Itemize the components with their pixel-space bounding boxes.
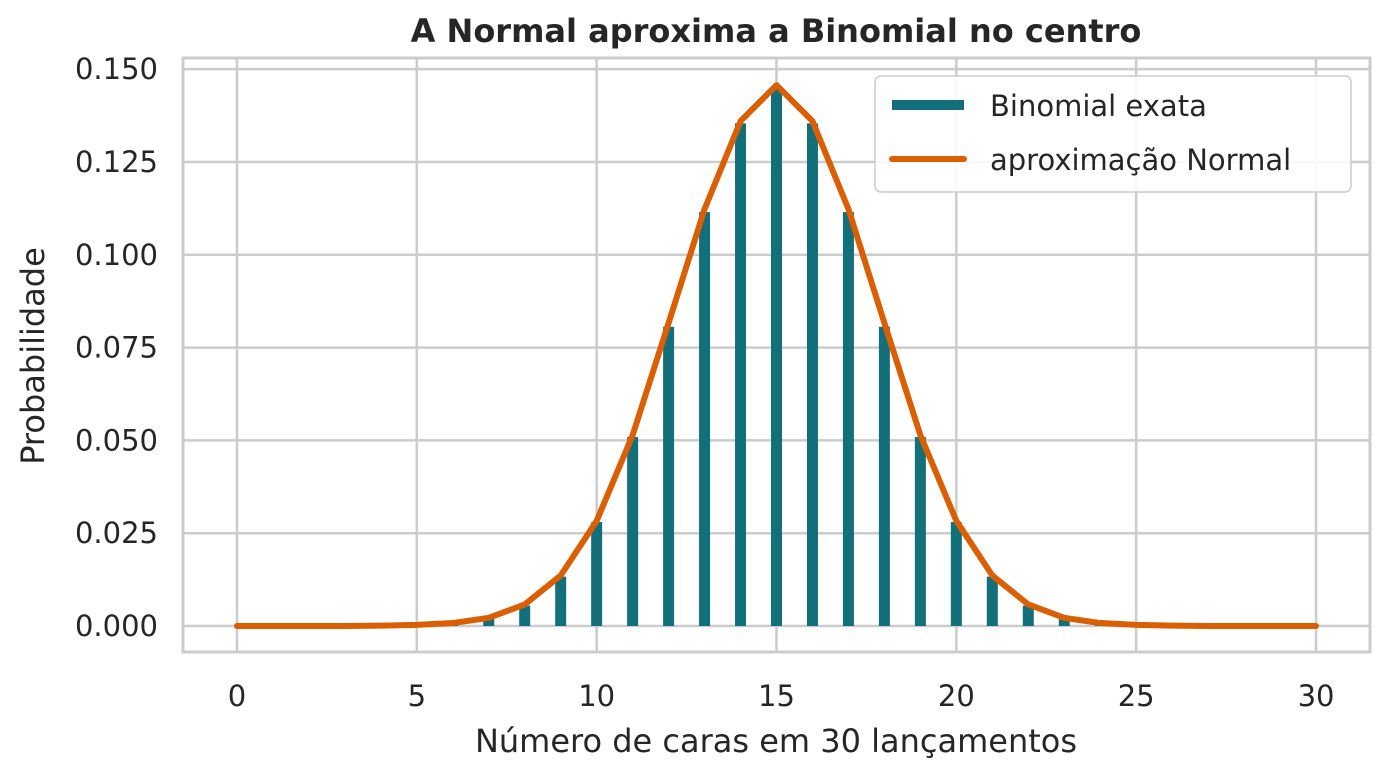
y-axis-label: Probabilidade	[14, 247, 52, 465]
bar	[483, 618, 495, 627]
x-tick-label: 30	[1298, 679, 1335, 713]
bar	[878, 326, 890, 627]
bar-series	[411, 89, 1142, 627]
y-tick-label: 0.100	[75, 238, 158, 272]
bar	[519, 605, 531, 627]
y-tick-label: 0.125	[75, 145, 158, 179]
x-tick-label: 0	[228, 679, 246, 713]
legend-box	[874, 75, 1352, 193]
bar	[1022, 605, 1034, 627]
bar	[591, 522, 603, 627]
normal-line	[233, 82, 1320, 630]
bar	[555, 576, 567, 627]
x-tick-label: 15	[758, 679, 795, 713]
x-tick-label: 10	[578, 679, 615, 713]
legend-label-binomial: Binomial exata	[990, 89, 1207, 123]
bar	[771, 89, 782, 627]
y-tick-label: 0.075	[75, 331, 158, 365]
legend-label-normal: aproximação Normal	[990, 143, 1291, 177]
x-axis-label: Número de caras em 30 lançamentos	[475, 722, 1077, 760]
y-tick-labels: 0.000 0.025 0.050 0.075 0.100 0.125 0.150	[75, 52, 158, 643]
y-tick-label: 0.050	[75, 423, 158, 457]
bar	[842, 212, 854, 627]
bar	[1058, 618, 1070, 627]
bar	[735, 123, 747, 627]
bar	[663, 326, 675, 627]
bar	[986, 576, 998, 627]
bar	[950, 522, 962, 627]
bar	[699, 212, 711, 627]
line-series	[233, 82, 1320, 630]
y-tick-label: 0.000	[75, 609, 158, 643]
bar	[806, 123, 818, 627]
plot-frame	[181, 56, 1372, 654]
x-tick-label: 5	[408, 679, 426, 713]
x-tick-label: 25	[1118, 679, 1155, 713]
y-tick-label: 0.150	[75, 52, 158, 86]
chart-title: A Normal aproxima a Binomial no centro	[411, 12, 1142, 50]
x-tick-label: 20	[938, 679, 975, 713]
bar	[627, 437, 639, 627]
legend: Binomial exata aproximação Normal	[874, 75, 1352, 193]
y-tick-label: 0.025	[75, 516, 158, 550]
x-tick-labels: 0 5 10 15 20 25 30	[228, 679, 1335, 713]
bar	[914, 437, 926, 627]
